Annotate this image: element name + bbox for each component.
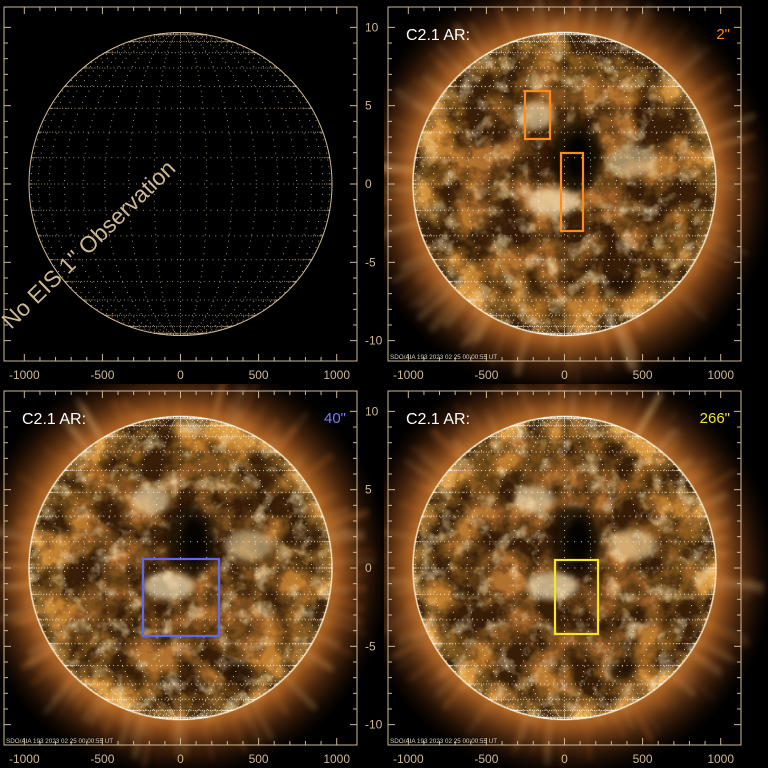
svg-text:-1000: -1000 [9, 368, 40, 382]
svg-text:1000: 1000 [323, 368, 350, 382]
svg-text:-10: -10 [365, 334, 383, 348]
svg-text:-500: -500 [90, 368, 114, 382]
svg-text:5: 5 [365, 99, 372, 113]
svg-text:No EIS 1" Observation: No EIS 1" Observation [0, 155, 180, 334]
svg-text:0: 0 [365, 177, 372, 191]
svg-text:-5: -5 [365, 255, 376, 269]
svg-text:10: 10 [365, 20, 379, 34]
svg-text:500: 500 [249, 368, 269, 382]
svg-text:0: 0 [177, 368, 184, 382]
